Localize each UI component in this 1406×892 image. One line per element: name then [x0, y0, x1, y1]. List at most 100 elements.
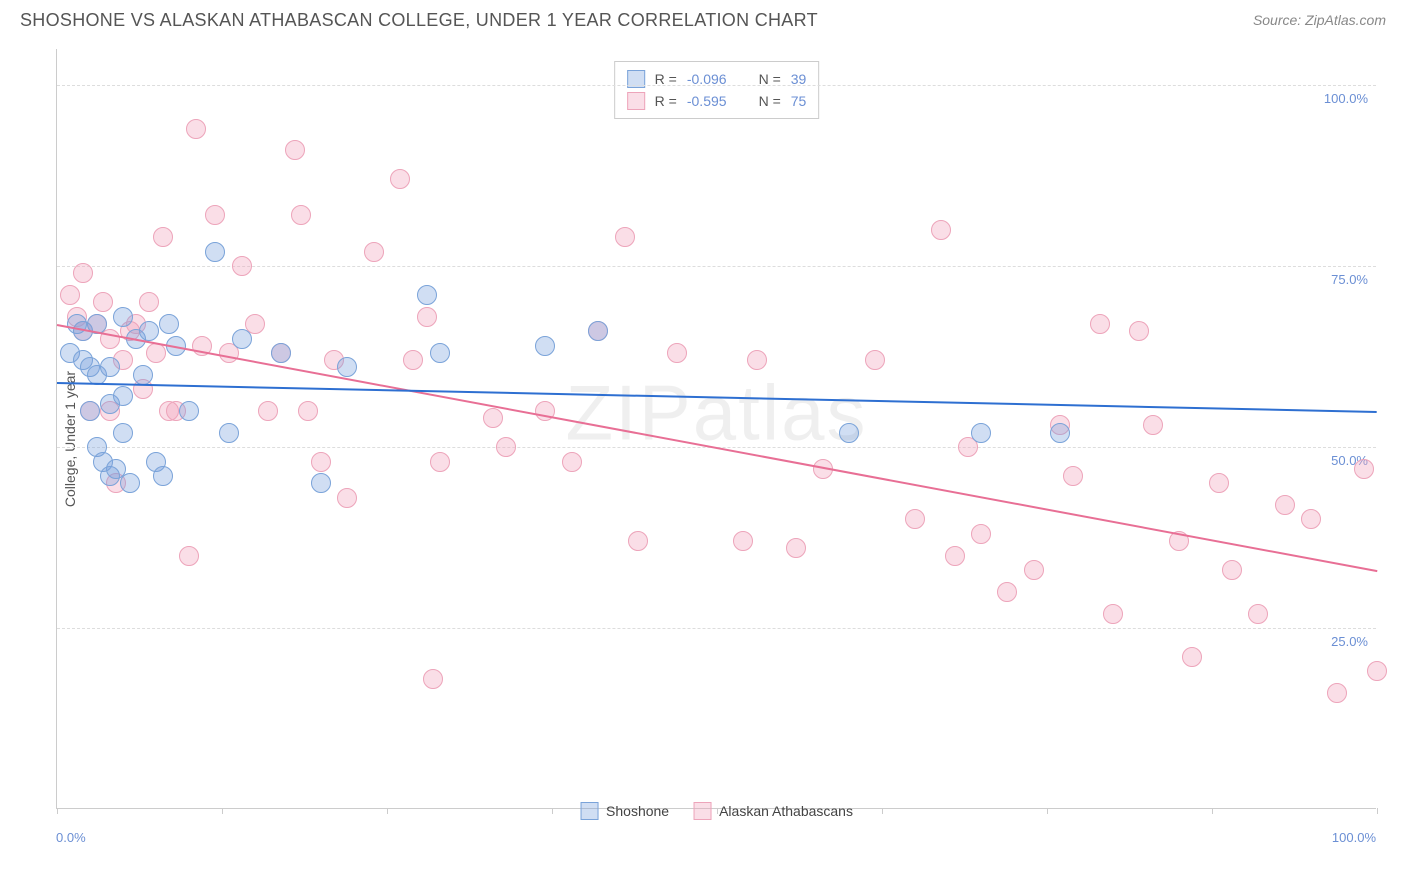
shoshone-point	[1050, 423, 1070, 443]
athabascan-point	[1354, 459, 1374, 479]
athabascan-point	[93, 292, 113, 312]
x-axis-min-label: 0.0%	[56, 830, 86, 845]
shoshone-point	[153, 466, 173, 486]
gridline	[57, 85, 1376, 86]
x-axis-max-label: 100.0%	[1332, 830, 1376, 845]
athabascan-point	[1129, 321, 1149, 341]
shoshone-point	[271, 343, 291, 363]
athabascan-point	[1024, 560, 1044, 580]
athabascan-point	[667, 343, 687, 363]
athabascan-point	[417, 307, 437, 327]
athabascan-point	[628, 531, 648, 551]
shoshone-point	[219, 423, 239, 443]
x-tick	[552, 808, 553, 814]
athabascan-point	[146, 343, 166, 363]
shoshone-point	[133, 365, 153, 385]
athabascan-point	[298, 401, 318, 421]
shoshone-point	[113, 386, 133, 406]
shoshone-point	[232, 329, 252, 349]
athabascan-point	[1301, 509, 1321, 529]
shoshone-point	[337, 357, 357, 377]
athabascan-point	[311, 452, 331, 472]
athabascan-point	[865, 350, 885, 370]
shoshone-point	[417, 285, 437, 305]
shoshone-swatch	[580, 802, 598, 820]
shoshone-point	[80, 401, 100, 421]
x-tick	[717, 808, 718, 814]
shoshone-point	[839, 423, 859, 443]
shoshone-point	[205, 242, 225, 262]
athabascan-point	[73, 263, 93, 283]
athabascan-point	[1248, 604, 1268, 624]
shoshone-label: Shoshone	[606, 803, 669, 819]
athabascan-point	[1367, 661, 1387, 681]
athabascan-point	[747, 350, 767, 370]
athabascan-point	[364, 242, 384, 262]
athabascan-point	[1209, 473, 1229, 493]
athabascan-point	[1222, 560, 1242, 580]
shoshone-point	[100, 357, 120, 377]
source-prefix: Source:	[1253, 12, 1305, 28]
shoshone-point	[430, 343, 450, 363]
athabascan-point	[179, 546, 199, 566]
shoshone-point	[971, 423, 991, 443]
athabascan-point	[430, 452, 450, 472]
athabascan-point	[403, 350, 423, 370]
source-attribution: Source: ZipAtlas.com	[1253, 12, 1386, 30]
x-tick	[1212, 808, 1213, 814]
athabascan-label: Alaskan Athabascans	[719, 803, 853, 819]
x-tick	[57, 808, 58, 814]
x-tick	[1047, 808, 1048, 814]
x-tick	[222, 808, 223, 814]
legend-item-shoshone: Shoshone	[580, 802, 669, 820]
y-tick-label: 75.0%	[1331, 272, 1368, 287]
athabascan-point	[1275, 495, 1295, 515]
athabascan-point	[562, 452, 582, 472]
shoshone-point	[588, 321, 608, 341]
y-tick-label: 100.0%	[1324, 91, 1368, 106]
shoshone-point	[535, 336, 555, 356]
athabascan-point	[1182, 647, 1202, 667]
athabascan-point	[615, 227, 635, 247]
athabascan-point	[786, 538, 806, 558]
page-title: SHOSHONE VS ALASKAN ATHABASCAN COLLEGE, …	[20, 10, 818, 31]
athabascan-point	[139, 292, 159, 312]
x-tick	[387, 808, 388, 814]
athabascan-point	[205, 205, 225, 225]
gridline	[57, 628, 1376, 629]
athabascan-point	[153, 227, 173, 247]
athabascan-point	[733, 531, 753, 551]
athabascan-point	[258, 401, 278, 421]
athabascan-point	[423, 669, 443, 689]
athabascan-n-value: 75	[791, 93, 807, 109]
x-tick	[882, 808, 883, 814]
watermark: ZIPatlas	[565, 368, 867, 459]
athabascan-point	[186, 119, 206, 139]
y-tick-label: 25.0%	[1331, 634, 1368, 649]
athabascan-point	[483, 408, 503, 428]
legend-row-athabascan: R = -0.595 N = 75	[627, 90, 807, 112]
athabascan-point	[1143, 415, 1163, 435]
shoshone-point	[179, 401, 199, 421]
gridline	[57, 266, 1376, 267]
athabascan-point	[496, 437, 516, 457]
athabascan-point	[945, 546, 965, 566]
athabascan-point	[997, 582, 1017, 602]
correlation-legend: R = -0.096 N = 39 R = -0.595 N = 75	[614, 61, 820, 119]
plot-area: ZIPatlas R = -0.096 N = 39 R = -0.595 N …	[56, 49, 1376, 809]
shoshone-point	[139, 321, 159, 341]
r-label: R =	[655, 93, 677, 109]
legend-row-shoshone: R = -0.096 N = 39	[627, 68, 807, 90]
shoshone-point	[113, 307, 133, 327]
n-label: N =	[759, 93, 781, 109]
athabascan-point	[971, 524, 991, 544]
athabascan-swatch	[627, 92, 645, 110]
athabascan-point	[1103, 604, 1123, 624]
source-name: ZipAtlas.com	[1305, 12, 1386, 28]
correlation-chart: College, Under 1 year ZIPatlas R = -0.09…	[20, 39, 1386, 839]
athabascan-point	[291, 205, 311, 225]
athabascan-point	[1090, 314, 1110, 334]
athabascan-point	[337, 488, 357, 508]
athabascan-point	[390, 169, 410, 189]
shoshone-point	[120, 473, 140, 493]
